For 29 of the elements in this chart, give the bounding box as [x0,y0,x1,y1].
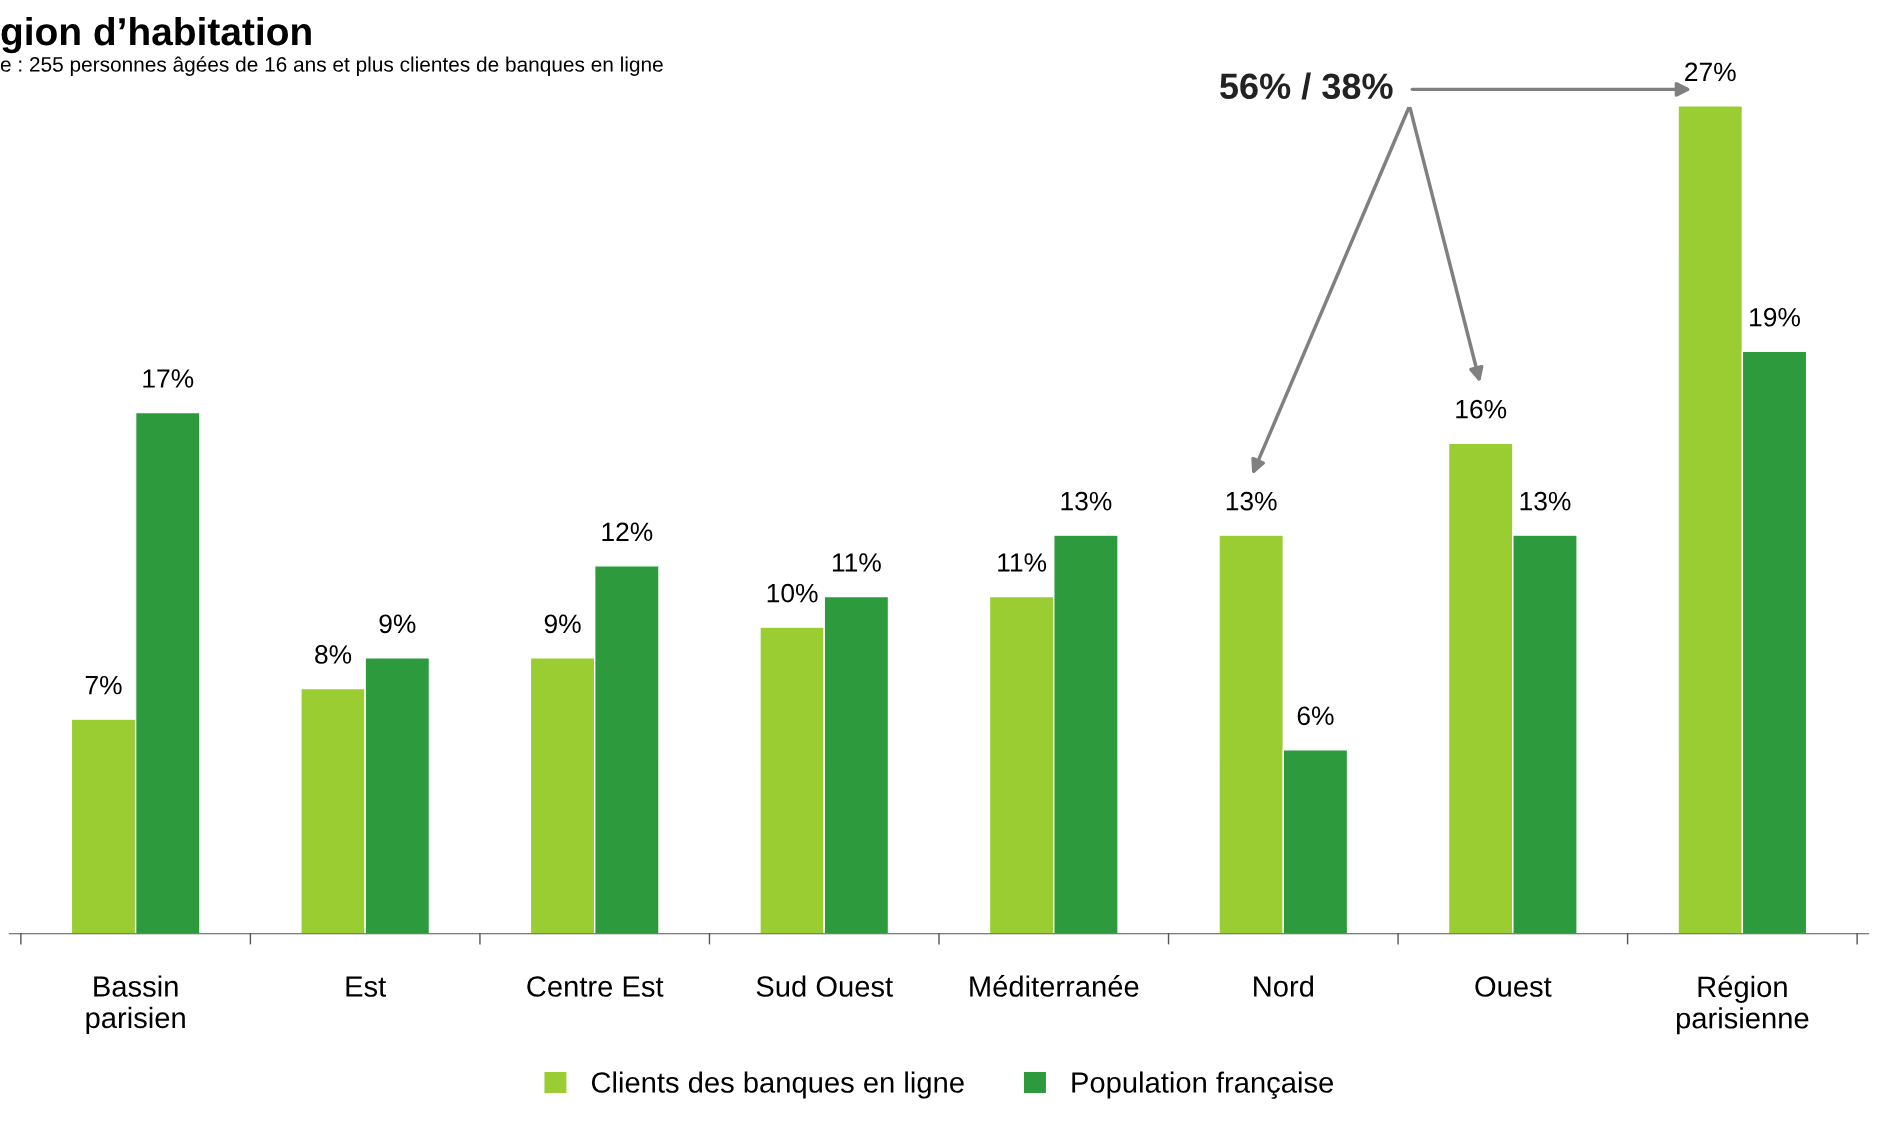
legend-label: Clients des banques en ligne [591,1071,964,1099]
data-label: 9% [379,614,416,634]
data-label: 11% [998,553,1047,572]
x-tick-label: Méditerranée [970,975,1139,997]
x-tick-label: Bassin parisien [86,975,185,1035]
data-label: 8% [315,645,352,664]
text: 56% / 38% [1220,72,1393,100]
x-tick-label: Est [346,976,387,997]
chart-title: gion d’habitation [1,16,311,54]
chart-subtitle: e : 255 personnes âgées de 16 ans et plus clientes de banques en ligne [0,56,663,76]
data-label: 13% [1061,491,1112,511]
data-label: 16% [1456,399,1507,419]
data-label: 13% [1226,491,1277,511]
x-tick-label: Sud Ouest [756,975,893,997]
data-label: 17% [143,369,194,388]
x-tick-label: Centre Est [527,976,664,997]
data-label: 10% [767,583,818,603]
x-tick-label: Région parisienne [1676,975,1809,1035]
data-label: 13% [1520,491,1571,511]
legend-label: Population française [1072,1071,1333,1099]
data-label: 12% [602,522,653,542]
data-label: 27% [1685,62,1736,82]
data-label: 7% [85,675,122,695]
data-label: 9% [544,614,581,634]
data-label: 6% [1297,706,1334,726]
x-tick-label: Nord [1254,975,1314,997]
x-tick-label: Ouest [1475,976,1552,997]
data-label: 19% [1750,307,1800,327]
data-label: 11% [832,553,881,572]
